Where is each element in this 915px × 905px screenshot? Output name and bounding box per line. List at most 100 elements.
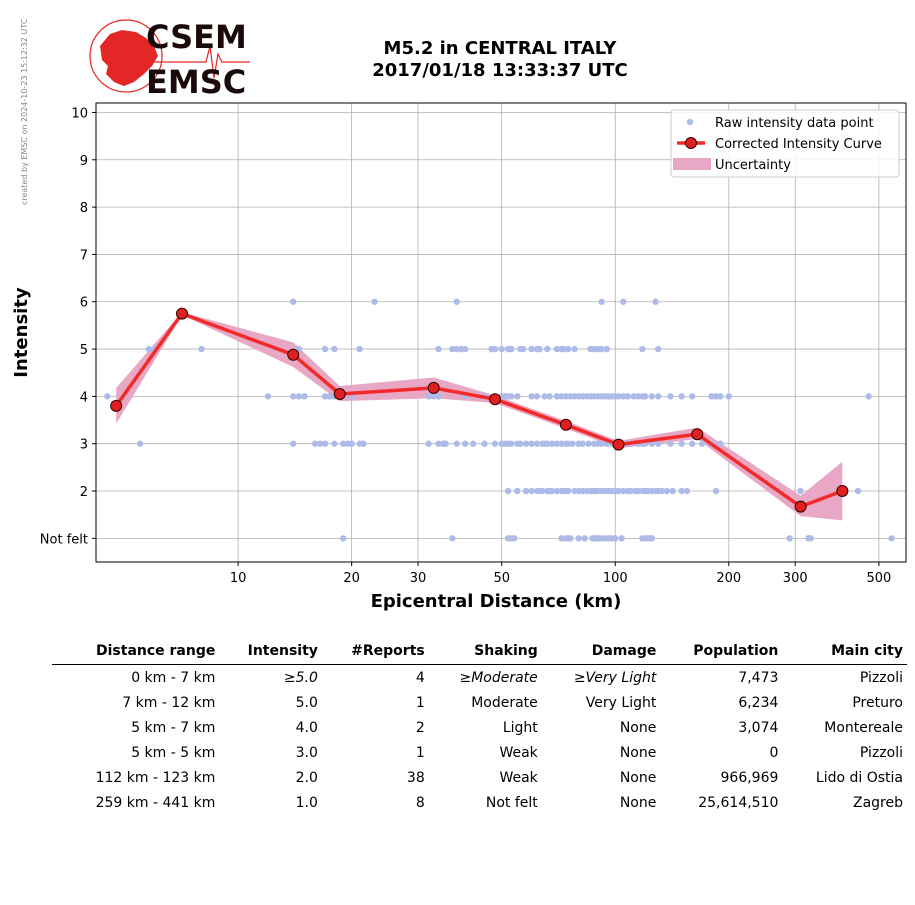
uncertainty-band <box>116 312 843 521</box>
summary-table-body: 0 km - 7 km ≥5.0 4 ≥Moderate ≥Very Light 7,47… <box>52 665 907 816</box>
raw-data-point <box>519 345 527 353</box>
raw-data-point <box>264 393 272 400</box>
raw-data-point <box>360 440 367 447</box>
raw-data-point <box>517 440 524 447</box>
table-cell-intensity: 3.0 <box>295 744 318 761</box>
raw-data-point <box>340 535 347 542</box>
legend-entry-label: Raw intensity data point <box>715 116 874 131</box>
raw-data-point <box>553 345 561 353</box>
raw-data-point <box>618 535 625 542</box>
raw-data-point <box>290 298 297 305</box>
curve-marker <box>559 418 572 431</box>
raw-data-point <box>689 440 696 447</box>
raw-data-point <box>585 440 592 447</box>
raw-data-point <box>435 393 442 400</box>
intensity-chart: 10 20 30 50 100 200 300 500 Not felt 2 3 4 5 6 7 8 9 10 Ep… <box>11 102 907 612</box>
raw-data-point <box>371 298 378 305</box>
raw-data-point <box>641 393 649 400</box>
raw-data-point <box>136 440 144 447</box>
raw-data-point <box>514 393 521 400</box>
raw-data-point <box>698 440 706 447</box>
table-cell-range: 112 km - 123 km <box>95 769 216 786</box>
curve-marker <box>691 428 704 441</box>
raw-data-point <box>511 535 518 542</box>
table-cell-shaking: Moderate <box>471 694 538 711</box>
legend-band-swatch <box>673 158 711 170</box>
raw-data-point <box>498 345 505 353</box>
raw-points-layer <box>104 298 895 542</box>
column-header: Population <box>660 640 783 665</box>
table-cell-population: 7,473 <box>738 669 779 686</box>
title-line-date: 2017/01/18 13:33:37 UTC <box>372 60 628 81</box>
y-tick-label: 5 <box>80 343 88 358</box>
title-line-event: M5.2 in CENTRAL ITALY <box>383 38 617 59</box>
table-cell-reports: 38 <box>406 769 425 786</box>
raw-data-point <box>663 487 671 495</box>
logo-text-emsc: EMSC <box>146 63 246 100</box>
table-cell-city: Montereale <box>824 719 903 736</box>
raw-data-point <box>558 535 565 542</box>
table-cell-range: 0 km - 7 km <box>131 669 216 686</box>
table-cell-intensity: ≥5.0 <box>283 669 318 686</box>
table-cell-reports: 8 <box>415 794 425 811</box>
x-tick-label: 10 <box>230 571 247 586</box>
chart-title: M5.2 in CENTRAL ITALY 2017/01/18 13:33:3… <box>300 38 700 82</box>
legend-layer: Raw intensity data point Corrected Intens… <box>670 109 900 178</box>
raw-data-point <box>683 487 691 495</box>
table-cell-population: 3,074 <box>738 719 779 736</box>
raw-data-point <box>579 440 586 447</box>
raw-data-point <box>648 535 656 542</box>
table-row: 0 km - 7 km ≥5.0 4 ≥Moderate ≥Very Light 7,47… <box>52 665 907 691</box>
column-header: Distance range <box>52 640 220 665</box>
uncertainty-band-layer <box>116 312 843 521</box>
table-cell-shaking: Weak <box>499 769 538 786</box>
raw-data-point <box>290 393 297 400</box>
raw-data-point <box>797 487 804 495</box>
raw-data-point <box>712 487 720 495</box>
table-cell-city: Preturo <box>852 694 903 711</box>
table-cell-damage: None <box>619 769 657 786</box>
raw-data-point <box>326 393 333 400</box>
table-cell-damage: None <box>619 794 657 811</box>
raw-data-point <box>807 535 815 542</box>
raw-data-point <box>620 298 627 305</box>
curve-marker <box>110 399 123 412</box>
raw-data-point <box>331 440 338 447</box>
raw-data-point <box>854 487 862 495</box>
raw-data-point <box>522 487 530 495</box>
table-cell-range: 5 km - 5 km <box>131 744 216 761</box>
raw-data-point <box>708 393 715 400</box>
corrected-curve-line <box>114 311 843 509</box>
raw-data-point <box>667 393 674 400</box>
raw-data-point <box>544 345 551 353</box>
raw-data-point <box>536 345 543 353</box>
raw-data-point <box>669 487 676 495</box>
raw-data-point <box>639 345 646 353</box>
column-header: #Reports <box>321 640 429 665</box>
raw-data-point <box>624 393 632 400</box>
raw-data-point <box>598 298 605 305</box>
raw-data-point <box>564 487 572 495</box>
table-cell-population: 0 <box>769 744 779 761</box>
raw-data-point <box>321 393 329 400</box>
x-tick-label: 30 <box>410 571 427 586</box>
summary-header-row: Distance range Intensity #Reports Shaking Da… <box>52 640 907 665</box>
table-cell-population: 966,969 <box>720 769 779 786</box>
raw-data-point <box>145 345 153 353</box>
raw-data-point <box>667 440 674 447</box>
legend-curve-swatch-marker <box>685 137 697 149</box>
table-cell-shaking: Light <box>502 719 538 736</box>
plot-frame <box>95 102 907 563</box>
raw-data-point <box>331 345 338 353</box>
raw-data-point <box>198 345 205 353</box>
raw-data-point <box>575 535 582 542</box>
raw-data-point <box>652 298 659 305</box>
raw-data-point <box>311 440 319 447</box>
raw-data-point <box>717 393 724 400</box>
raw-data-point <box>648 393 656 400</box>
raw-data-point <box>865 393 872 400</box>
raw-data-point <box>301 393 308 400</box>
raw-data-point <box>453 298 460 305</box>
summary-table: Distance range Intensity #Reports Shaking Da… <box>52 640 907 815</box>
table-cell-shaking: ≥Moderate <box>459 669 538 686</box>
